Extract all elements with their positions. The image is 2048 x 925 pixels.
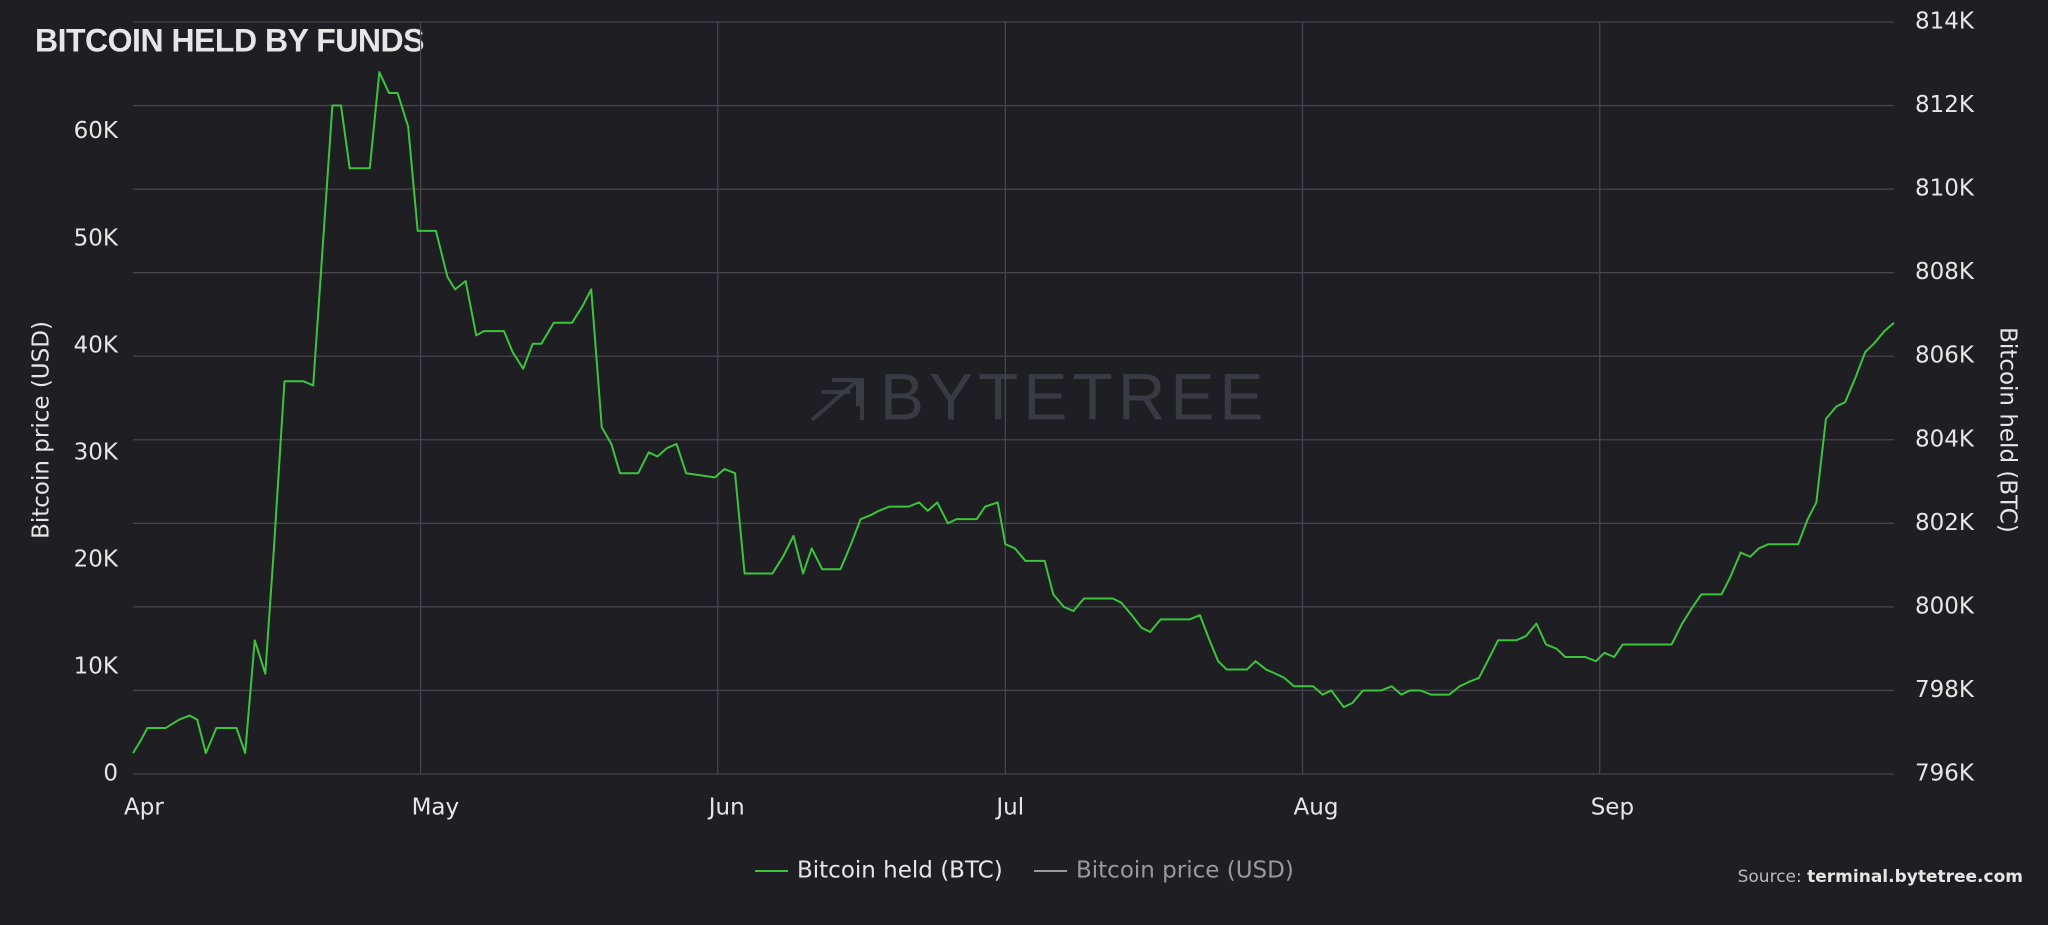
x-tick-label: Sep: [1591, 795, 1634, 821]
chart-title: BITCOIN HELD BY FUNDS: [35, 22, 424, 58]
y2-tick-label: 814K: [1915, 9, 1975, 35]
watermark: BYTETREE: [880, 359, 1268, 433]
data-line: [132, 71, 1895, 755]
x-tick-label: Apr: [124, 795, 164, 821]
y2-tick-label: 804K: [1915, 426, 1975, 452]
watermark-arrow: [810, 378, 864, 422]
y2-tick-label: 796K: [1915, 761, 1975, 787]
source-note: Source: terminal.bytetree.com: [1738, 867, 2023, 887]
y-tick-label: 0: [103, 761, 118, 787]
x-tick-label: Jul: [994, 795, 1024, 821]
x-tick-label: May: [412, 795, 460, 821]
y-tick-label: 50K: [74, 225, 119, 251]
y2-tick-label: 800K: [1915, 593, 1975, 619]
y-tick-label: 30K: [74, 439, 119, 465]
y2-tick-label: 812K: [1915, 92, 1975, 118]
x-tick-label: Aug: [1294, 795, 1339, 821]
legend-item[interactable]: Bitcoin held (BTC): [755, 858, 1003, 884]
y2-tick-label: 810K: [1915, 176, 1975, 202]
source-label: Source:: [1738, 867, 1802, 887]
y2-tick-label: 798K: [1915, 677, 1975, 703]
y2-tick-label: 802K: [1915, 510, 1975, 536]
y2-tick-label: 808K: [1915, 259, 1975, 285]
watermark-icon: [810, 378, 864, 422]
source-url: terminal.bytetree.com: [1807, 867, 2023, 887]
legend-label: Bitcoin price (USD): [1076, 858, 1294, 884]
legend-label: Bitcoin held (BTC): [797, 858, 1003, 884]
y2-tick-label: 806K: [1915, 343, 1975, 369]
legend-item[interactable]: Bitcoin price (USD): [1034, 858, 1294, 884]
y-tick-label: 10K: [74, 653, 119, 679]
x-tick-label: Jun: [707, 795, 745, 821]
y-tick-label: 40K: [74, 332, 119, 358]
y-axis-title: Bitcoin price (USD): [29, 321, 55, 539]
y2-axis-title: Bitcoin held (BTC): [1995, 327, 2021, 533]
y-tick-label: 20K: [74, 546, 119, 572]
y-tick-label: 60K: [74, 118, 119, 144]
